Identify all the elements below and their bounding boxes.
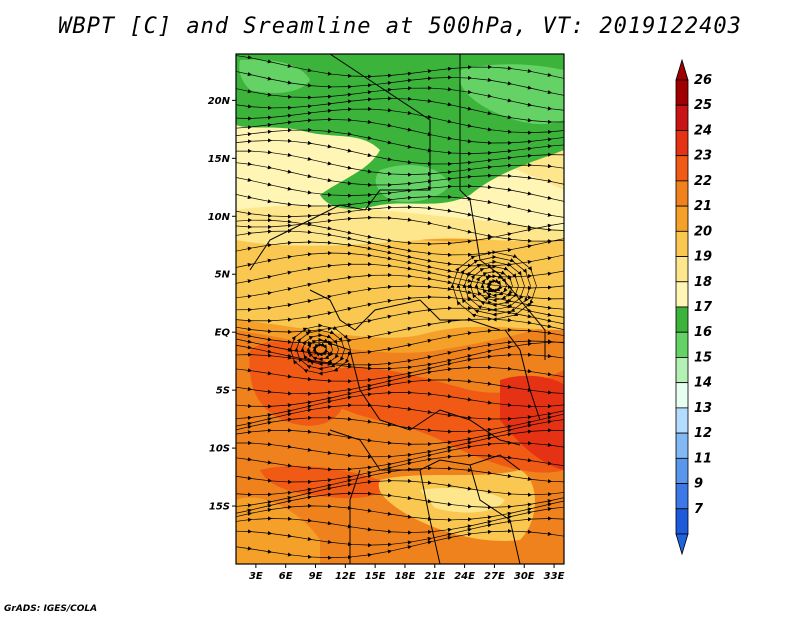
- streamline: [236, 528, 564, 560]
- lon-tick-label: 3E: [249, 571, 263, 582]
- colorbar-label: 22: [694, 174, 712, 189]
- colorbar-swatch: [675, 281, 689, 308]
- colorbar-label: 25: [694, 98, 712, 113]
- colorbar-swatch: [675, 230, 689, 257]
- streamlines-layer: [236, 55, 564, 560]
- colorbar-swatch: [675, 130, 689, 157]
- colorbar-swatch: [675, 331, 689, 358]
- colorbar-swatch: [675, 256, 689, 283]
- colorbar-label: 7: [694, 502, 704, 517]
- longitude-axis: 3E 6E 9E 12E 15E 18E 21E 24E 27E 30E 33E: [249, 564, 565, 582]
- colorbar-label: 14: [694, 376, 712, 391]
- lon-tick-label: 27E: [484, 571, 505, 582]
- lon-tick-label: 24E: [454, 571, 475, 582]
- colorbar-swatch: [675, 180, 689, 207]
- lon-tick-label: 12E: [335, 571, 356, 582]
- colorbar-swatch: [675, 104, 689, 131]
- colorbar-label: 18: [694, 275, 712, 290]
- lon-tick-label: 6E: [279, 571, 293, 582]
- colorbar-label: 19: [694, 250, 712, 265]
- lat-tick-label: 5N: [215, 270, 231, 281]
- lon-tick-label: 9E: [309, 571, 323, 582]
- chart-title: WBPT [C] and Sreamline at 500hPa, VT: 20…: [58, 14, 742, 39]
- lat-tick-label: 20N: [208, 96, 231, 107]
- colorbar-label: 20: [694, 224, 712, 239]
- colorbar-min-arrow: [675, 533, 689, 556]
- colorbar-label: 9: [694, 477, 703, 492]
- colorbar-swatch: [675, 79, 689, 106]
- colorbar: 26 25 24 23 22 21 20 19 18 17 16 15 14 13 12 11 9 7: [675, 58, 713, 556]
- colorbar-max-arrow: [675, 58, 689, 81]
- lon-tick-label: 21E: [424, 571, 445, 582]
- colorbar-swatch: [675, 382, 689, 409]
- colorbar-label: 15: [694, 350, 712, 365]
- colorbar-swatch: [675, 483, 689, 510]
- map-frame: [235, 53, 565, 565]
- lat-tick-label: 5S: [216, 386, 230, 397]
- streamline: [236, 71, 564, 96]
- lat-tick-label: 10S: [209, 444, 230, 455]
- footer-credit: GrADS: IGES/COLA: [4, 604, 98, 614]
- colorbar-label: 21: [694, 199, 712, 214]
- lat-tick-label: 15S: [209, 502, 230, 513]
- colorbar-swatch: [675, 508, 689, 535]
- country-borders: [249, 54, 546, 564]
- colorbar-label: 13: [694, 401, 712, 416]
- colorbar-label: 23: [694, 149, 712, 164]
- lat-tick-label: 10N: [208, 212, 231, 223]
- lon-tick-label: 33E: [544, 571, 565, 582]
- colorbar-label: 12: [694, 426, 712, 441]
- colorbar-swatch: [675, 155, 689, 182]
- streamline: [236, 177, 564, 202]
- lon-tick-label: 18E: [395, 571, 416, 582]
- colorbar-swatch: [675, 357, 689, 384]
- colorbar-label: 11: [694, 451, 712, 466]
- colorbar-label: 16: [694, 325, 712, 340]
- lon-tick-label: 30E: [514, 571, 535, 582]
- lon-tick-label: 15E: [365, 571, 386, 582]
- colorbar-swatch: [675, 432, 689, 459]
- colorbar-swatch: [675, 407, 689, 434]
- streamline: [450, 250, 537, 322]
- lat-tick-label: 15N: [208, 154, 231, 165]
- colorbar-label: 26: [694, 73, 712, 88]
- colorbar-swatch: [675, 205, 689, 232]
- colorbar-swatch: [675, 306, 689, 333]
- colorbar-swatch: [675, 457, 689, 484]
- colorbar-label: 17: [694, 300, 713, 315]
- latitude-axis: 20N 15N 10N 5N EQ 5S 10S 15S: [208, 96, 236, 513]
- streamline: [288, 323, 351, 376]
- colorbar-label: 24: [694, 123, 712, 138]
- lat-tick-label: EQ: [215, 328, 231, 339]
